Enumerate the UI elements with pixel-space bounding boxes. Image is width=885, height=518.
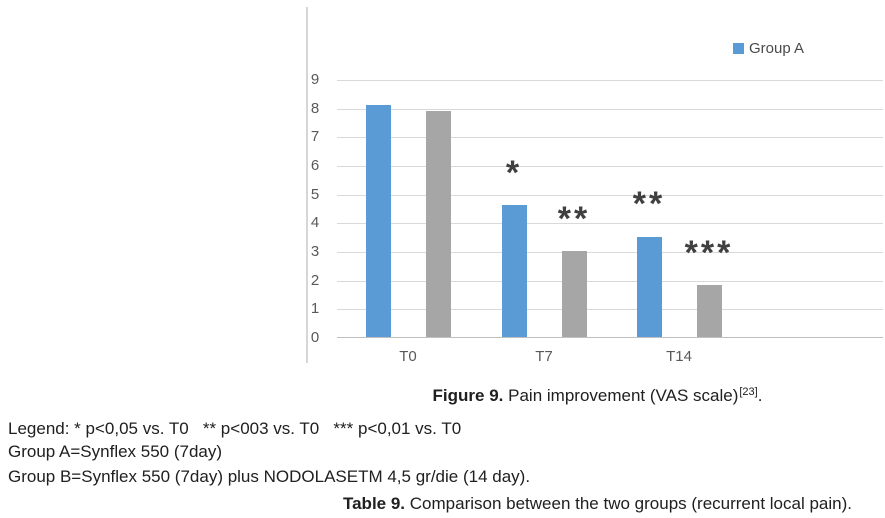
category-label-t0: T0: [399, 348, 417, 365]
y-axis-tick-label: 6: [310, 157, 320, 174]
figure-caption: Figure 9. Pain improvement (VAS scale)[2…: [310, 386, 885, 406]
gridline: [337, 109, 883, 110]
group-a-legend-swatch-icon: [733, 42, 744, 54]
figure-caption-text: Pain improvement (VAS scale): [508, 386, 739, 405]
bar-group-a-t0: [366, 105, 391, 337]
gridline: [337, 281, 883, 282]
gridline: [337, 223, 883, 224]
gridline: [337, 166, 883, 167]
bar-group-b-t0: [426, 111, 451, 337]
plot-area: T0 T7 T14 * ** ** ***: [337, 80, 883, 365]
group-b-definition-line: Group B=Synflex 550 (7day) plus NODOLASE…: [8, 467, 531, 486]
gridline: [337, 137, 883, 138]
y-axis-tick-label: 3: [310, 243, 320, 260]
y-axis-tick-label: 5: [310, 185, 320, 203]
y-axis-tick-label: 0: [310, 329, 320, 346]
significance-asterisk-annotation: *: [505, 154, 523, 192]
table-caption-label: Table 9.: [342, 494, 406, 513]
significance-legend-line: Legend: * p<0,05 vs. T0 ** p<003 vs. T0 …: [8, 419, 462, 438]
gridline: [337, 309, 883, 310]
significance-asterisk-annotation: **: [557, 200, 591, 238]
significance-asterisk-annotation: ***: [684, 234, 734, 272]
y-axis-tick-label: 4: [310, 214, 320, 232]
bar-group-b-t7: [562, 251, 587, 337]
table-caption: Table 9. Comparison between the two grou…: [310, 494, 885, 514]
y-axis-tick-label: 9: [310, 71, 320, 88]
bar-group-b-t14: [697, 285, 722, 337]
gridline: [337, 195, 883, 196]
figure-caption-label: Figure 9.: [432, 386, 504, 405]
chart-left-border: [306, 7, 308, 363]
category-label-t7: T7: [535, 348, 553, 365]
figure-caption-suffix: .: [757, 386, 763, 405]
y-axis-tick-label: 7: [310, 128, 320, 146]
group-a-definition-line: Group A=Synflex 550 (7day): [8, 442, 223, 461]
gridline: [337, 252, 883, 253]
y-axis-tick-label: 2: [310, 271, 320, 289]
bar-group-a-t14: [637, 237, 662, 337]
chart-legend: Group A: [733, 38, 804, 58]
gridline: [337, 80, 883, 81]
category-label-t14: T14: [666, 348, 692, 365]
bar-group-a-t7: [502, 205, 527, 337]
table-caption-text: Comparison between the two groups (recur…: [409, 494, 852, 513]
y-axis-tick-label: 8: [310, 99, 320, 117]
x-axis-line: [337, 337, 883, 338]
legend-label-group-a: Group A: [749, 39, 805, 57]
y-axis-tick-label: 1: [310, 300, 320, 318]
figure-caption-reference: [23]: [739, 386, 758, 398]
significance-asterisk-annotation: **: [632, 185, 666, 223]
